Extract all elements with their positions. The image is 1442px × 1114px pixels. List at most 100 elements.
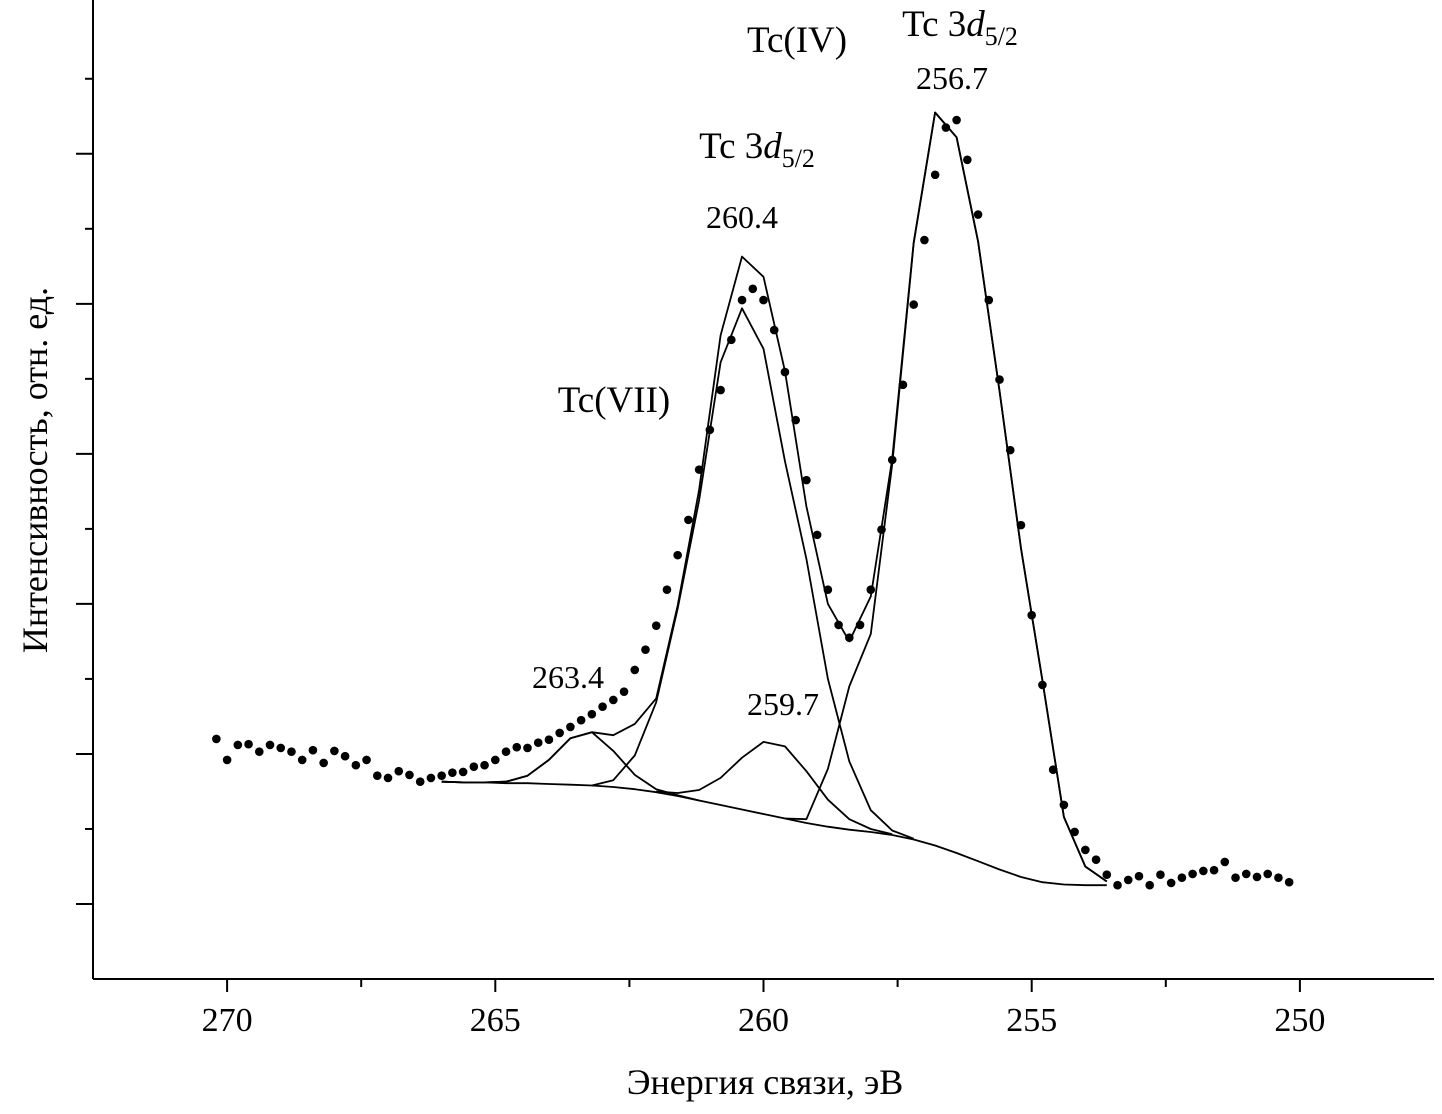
data-point [963,155,972,165]
data-point [920,235,929,245]
data-point [394,766,404,776]
data-point [426,773,436,783]
data-point [609,695,618,705]
annotation: Tc 3d5/2 [902,4,1018,51]
data-point [448,768,457,777]
annotation-text: 263.4 [532,659,604,695]
data-point [651,621,661,630]
data-point [1177,873,1187,883]
data-point [523,743,532,753]
data-point [555,728,564,738]
data-point [1102,870,1112,880]
data-point [405,770,414,780]
data-point [566,722,575,732]
data-point [319,758,328,768]
x-tick-label: 270 [202,1002,253,1039]
annotation-text: 260.4 [706,199,778,235]
data-point [973,210,983,219]
data-point [941,123,951,132]
data-point [254,747,264,756]
data-point [233,740,243,750]
data-point [748,284,758,294]
data-point [952,115,961,125]
data-point [598,702,607,711]
data-point [1220,857,1230,867]
data-point [1199,866,1208,876]
data-point [1274,873,1283,883]
fit-line [591,307,915,840]
data-point [802,475,811,485]
data-point [308,745,318,755]
data-point [469,762,479,771]
data-point [330,746,339,756]
data-point [716,385,725,395]
data-point [1134,871,1144,881]
data-point [244,739,253,749]
x-tick-label: 265 [470,1002,521,1039]
annotation: Tc 3d5/2 [699,126,815,173]
data-point [1188,869,1197,879]
x-tick-label: 250 [1274,1002,1325,1039]
annotation-text: Tc 3 [699,126,763,167]
data-point [1081,845,1090,855]
data-point [383,773,393,783]
data-point [737,295,747,305]
fit-line [441,780,1107,887]
annotation: 256.7 [916,60,988,96]
data-point [1113,880,1122,890]
data-point [662,585,672,594]
data-point [576,715,586,725]
data-point [995,375,1004,384]
data-point [1070,827,1079,837]
data-point [351,760,361,770]
data-point [362,755,371,765]
data-point [212,734,221,744]
annotation-text: Tc 3 [902,4,966,45]
data-point [533,738,543,747]
x-tick-label: 260 [738,1002,789,1039]
data-point [1241,869,1251,879]
data-point [265,740,275,750]
annotation-subscript: 5/2 [782,144,815,173]
x-axis-label: Энергия связи, эВ [627,1062,904,1102]
data-point [287,747,296,756]
annotation-subscript: 5/2 [985,22,1018,51]
annotation: 260.4 [706,199,778,235]
data-point [1231,873,1240,883]
annotation-text: 256.7 [916,60,988,96]
data-point [501,747,511,756]
data-point [1091,855,1101,865]
data-point [340,751,350,761]
annotation-italic: d [763,126,782,167]
data-point [812,530,822,540]
data-point [909,300,918,309]
data-point [1263,869,1273,879]
data-point [372,771,382,780]
data-point [759,295,768,305]
data-point [222,755,232,765]
data-point [480,760,489,770]
data-point [1166,878,1176,888]
data-point [684,515,693,525]
data-point [630,665,640,675]
data-point [512,742,522,752]
data-point [1156,870,1165,880]
data-point [1145,880,1155,890]
annotation: Tc(IV) [747,20,847,61]
annotation-italic: d [966,4,985,45]
fit-line [441,731,700,802]
data-point [1252,872,1262,882]
data-point [415,777,425,786]
data-point [297,755,307,765]
data-point [437,771,446,780]
fit-line [784,111,1108,883]
annotation-text: 259.7 [747,686,819,722]
annotation: 259.7 [747,686,819,722]
data-point [1209,865,1219,875]
annotation: Tc(VII) [558,380,670,421]
data-point [1284,877,1294,887]
data-point [930,170,940,180]
data-point [544,735,554,744]
data-point [673,550,682,560]
